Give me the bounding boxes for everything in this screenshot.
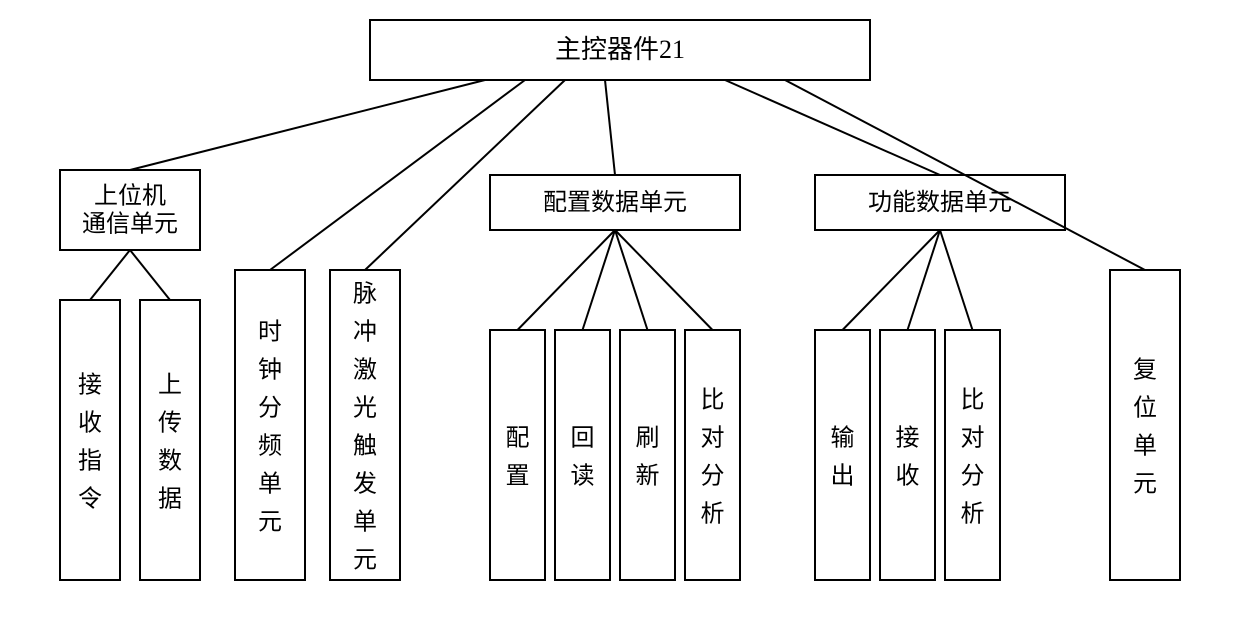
svg-text:位: 位: [1133, 395, 1157, 422]
edge-root-func: [725, 80, 940, 175]
svg-text:脉: 脉: [353, 281, 377, 308]
svg-text:单: 单: [1133, 433, 1157, 460]
edge-func-fn_recv: [908, 230, 941, 330]
reset-box: [1110, 270, 1180, 580]
fn_cmp-box: [945, 330, 1000, 580]
edge-config-cfg_read: [583, 230, 616, 330]
func-label: 功能数据单元: [868, 189, 1012, 216]
comm-label-1: 通信单元: [82, 211, 178, 238]
edge-root-config: [605, 80, 615, 175]
edge-root-comm: [130, 80, 485, 170]
edge-root-clock: [270, 80, 525, 270]
edge-comm-upload: [130, 250, 170, 300]
root-label: 主控器件21: [555, 35, 685, 64]
edge-func-fn_cmp: [940, 230, 973, 330]
svg-text:接: 接: [78, 372, 102, 399]
svg-text:出: 出: [831, 463, 855, 490]
svg-text:频: 频: [258, 433, 282, 460]
svg-text:单: 单: [258, 471, 282, 498]
config-label: 配置数据单元: [543, 189, 687, 216]
svg-text:接: 接: [896, 425, 920, 452]
svg-text:配: 配: [506, 426, 530, 452]
svg-text:单: 单: [353, 509, 377, 536]
svg-text:激: 激: [353, 357, 377, 384]
svg-text:钟: 钟: [258, 357, 282, 384]
svg-text:收: 收: [78, 410, 102, 437]
comm-box: [60, 170, 200, 250]
svg-text:读: 读: [571, 463, 595, 490]
hierarchy-diagram: 主控器件21上位机通信单元配置数据单元功能数据单元接收指令上传数据时钟分频单元脉…: [0, 0, 1240, 621]
svg-text:令: 令: [78, 486, 102, 513]
fn_recv-box: [880, 330, 935, 580]
svg-text:传: 传: [158, 410, 182, 437]
svg-text:分: 分: [961, 463, 985, 490]
svg-text:据: 据: [158, 486, 182, 513]
svg-text:新: 新: [636, 463, 660, 490]
svg-text:光: 光: [353, 395, 377, 422]
svg-text:元: 元: [1133, 472, 1157, 498]
comm-label-0: 上位机: [94, 183, 166, 210]
svg-text:时: 时: [258, 319, 282, 346]
svg-text:发: 发: [353, 471, 377, 498]
svg-text:析: 析: [961, 501, 985, 528]
cfg_read-box: [555, 330, 610, 580]
cfg_refresh-box: [620, 330, 675, 580]
svg-text:触: 触: [353, 433, 377, 460]
svg-text:收: 收: [896, 463, 920, 490]
svg-text:分: 分: [701, 463, 725, 490]
svg-text:析: 析: [701, 501, 725, 528]
svg-text:回: 回: [571, 426, 595, 452]
svg-text:分: 分: [258, 395, 282, 422]
svg-text:刷: 刷: [636, 426, 660, 452]
svg-text:置: 置: [506, 464, 530, 490]
edge-func-fn_out: [843, 230, 941, 330]
fn_out-box: [815, 330, 870, 580]
cfg_cmp-box: [685, 330, 740, 580]
svg-text:比: 比: [961, 387, 985, 414]
svg-text:元: 元: [258, 510, 282, 536]
svg-text:上: 上: [158, 372, 182, 399]
svg-text:指: 指: [78, 448, 102, 475]
upload-box: [140, 300, 200, 580]
svg-text:对: 对: [961, 425, 985, 452]
edge-config-cfg_refresh: [615, 230, 648, 330]
svg-text:元: 元: [353, 548, 377, 574]
cfg_set-box: [490, 330, 545, 580]
svg-text:对: 对: [701, 425, 725, 452]
svg-text:复: 复: [1133, 357, 1157, 384]
svg-text:比: 比: [701, 387, 725, 414]
svg-text:冲: 冲: [353, 319, 377, 346]
svg-text:输: 输: [831, 425, 855, 452]
edge-config-cfg_set: [518, 230, 616, 330]
svg-text:数: 数: [158, 448, 182, 475]
edge-comm-recv_cmd: [90, 250, 130, 300]
edge-config-cfg_cmp: [615, 230, 713, 330]
recv_cmd-box: [60, 300, 120, 580]
